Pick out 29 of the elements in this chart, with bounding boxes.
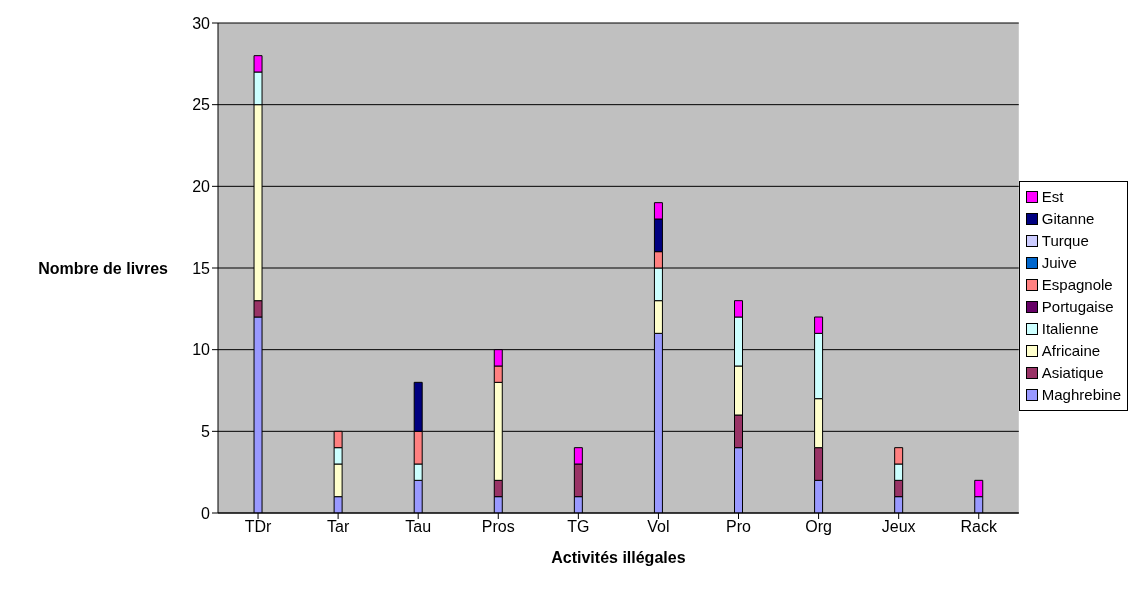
x-tick-label: Pro [726,518,752,536]
legend-label: Turque [1041,232,1089,249]
x-axis-title: Activités illégales [551,549,686,566]
y-tick-label: 20 [192,178,211,196]
x-tick-label: Org [805,518,832,536]
x-tick-label: Rack [960,518,998,536]
y-tick-label: 10 [192,341,211,359]
legend-label: Juive [1041,254,1077,271]
y-tick-label: 30 [192,14,211,32]
x-tick-label: Vol [647,518,670,536]
legend-label: Portugaise [1041,298,1114,315]
legend-label: Maghrebine [1041,386,1121,403]
y-axis-title: Nombre de livres [38,259,169,277]
legend-label: Africaine [1041,342,1101,359]
legend-label: Gitanne [1041,210,1095,227]
x-tick-label: TDr [244,518,273,536]
y-tick-label: 25 [192,96,211,114]
legend-label: Asiatique [1041,364,1104,381]
legend-label: Italienne [1041,320,1099,337]
y-tick-label: 5 [201,423,211,441]
y-tick-label: 0 [201,504,211,522]
y-tick-label: 15 [192,259,211,277]
legend-label: Espagnole [1041,276,1113,293]
legend-label: Est [1041,188,1064,205]
x-tick-label: TG [567,518,590,536]
x-tick-label: Pros [481,518,515,536]
x-tick-label: Tar [327,518,350,536]
x-tick-label: Tau [405,518,432,536]
x-tick-label: Jeux [881,518,916,536]
